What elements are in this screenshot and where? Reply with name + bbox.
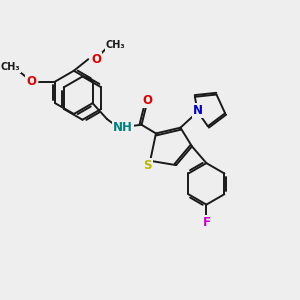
Text: CH₃: CH₃ — [1, 62, 20, 72]
Text: F: F — [202, 216, 210, 229]
Text: O: O — [91, 53, 101, 66]
Text: CH₃: CH₃ — [106, 40, 125, 50]
Text: O: O — [142, 94, 152, 107]
Text: N: N — [193, 104, 203, 117]
Text: O: O — [26, 75, 36, 88]
Text: S: S — [143, 159, 152, 172]
Text: NH: NH — [113, 121, 133, 134]
